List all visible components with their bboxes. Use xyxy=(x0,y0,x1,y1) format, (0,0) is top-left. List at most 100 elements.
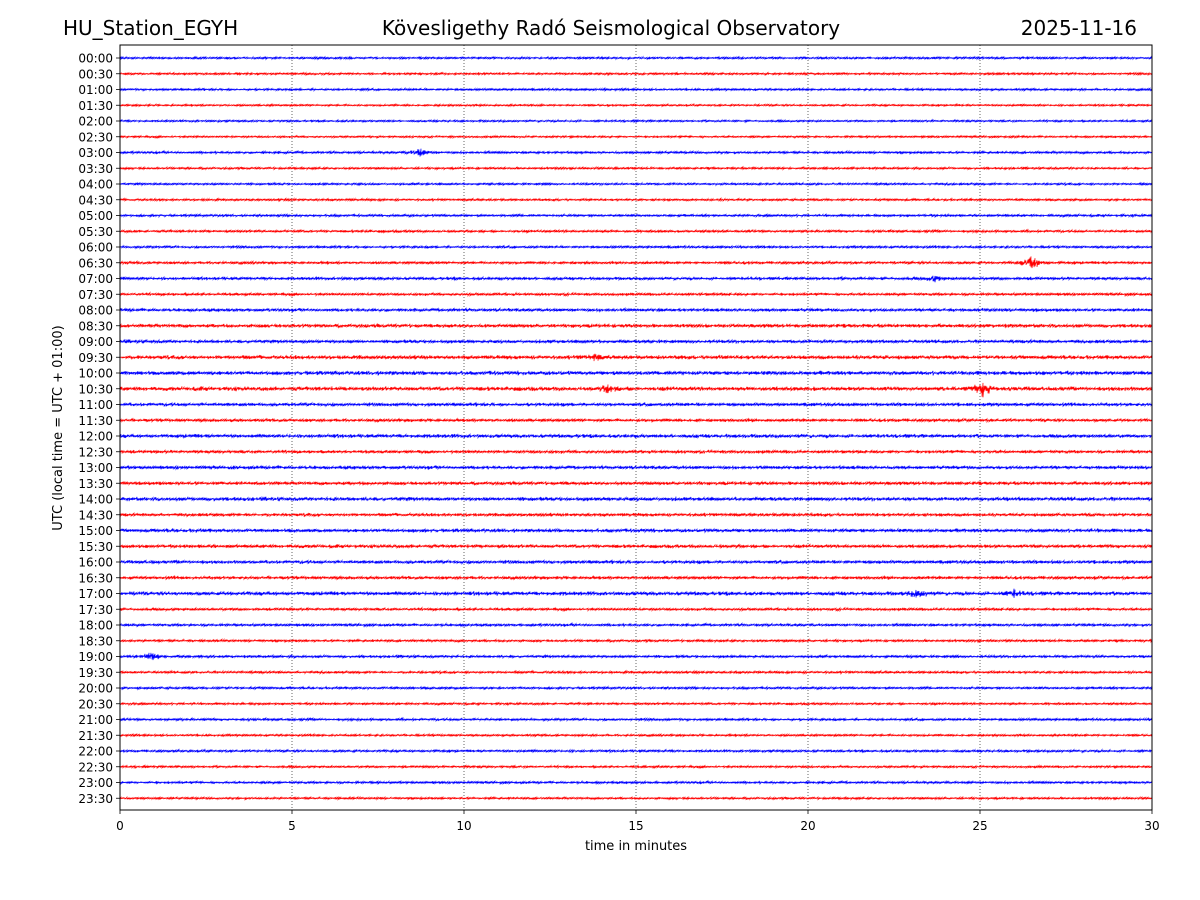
station-name: HU_Station_EGYH xyxy=(63,16,239,40)
y-tick-label: 19:00 xyxy=(78,650,113,664)
trace-2100 xyxy=(119,716,1153,723)
trace-0800 xyxy=(119,306,1153,313)
trace-2330 xyxy=(119,795,1153,801)
trace-0000 xyxy=(119,55,1153,61)
trace-0500 xyxy=(119,212,1153,219)
y-tick-label: 04:00 xyxy=(78,178,113,192)
trace-0130 xyxy=(119,102,1153,108)
x-tick-label: 25 xyxy=(972,819,987,833)
y-tick-label: 08:00 xyxy=(78,304,113,318)
y-tick-label: 01:30 xyxy=(78,99,113,113)
trace-0200 xyxy=(119,118,1153,124)
trace-2130 xyxy=(119,732,1153,738)
x-axis-ticks: 0 5 10 15 20 25 30 xyxy=(116,810,1160,833)
y-tick-label: 22:30 xyxy=(78,760,113,774)
y-tick-label: 14:30 xyxy=(78,508,113,522)
trace-1300 xyxy=(119,464,1153,471)
y-tick-label: 20:30 xyxy=(78,697,113,711)
trace-2230 xyxy=(119,764,1153,770)
y-tick-label: 16:30 xyxy=(78,571,113,585)
y-tick-label: 11:00 xyxy=(78,398,113,412)
trace-1900 xyxy=(119,652,1153,661)
trace-0530 xyxy=(119,228,1153,235)
y-tick-label: 15:00 xyxy=(78,524,113,538)
trace-0730 xyxy=(119,291,1153,298)
trace-1630 xyxy=(119,574,1153,581)
y-tick-label: 23:00 xyxy=(78,776,113,790)
y-tick-label: 23:30 xyxy=(78,792,113,806)
trace-1130 xyxy=(119,417,1153,424)
y-tick-label: 06:00 xyxy=(78,241,113,255)
y-tick-label: 18:30 xyxy=(78,634,113,648)
trace-1800 xyxy=(119,622,1153,628)
trace-0630 xyxy=(119,256,1153,269)
y-tick-label: 04:30 xyxy=(78,193,113,207)
trace-0400 xyxy=(119,181,1153,187)
y-tick-label: 05:30 xyxy=(78,225,113,239)
trace-1030 xyxy=(119,382,1153,398)
trace-1000 xyxy=(119,370,1153,376)
y-tick-label: 02:00 xyxy=(78,115,113,129)
y-tick-label: 01:00 xyxy=(78,83,113,97)
y-tick-label: 09:30 xyxy=(78,351,113,365)
y-tick-label: 03:30 xyxy=(78,162,113,176)
trace-1930 xyxy=(119,669,1153,675)
trace-1600 xyxy=(119,558,1153,565)
trace-1100 xyxy=(119,401,1153,408)
seismic-traces xyxy=(119,55,1153,801)
y-tick-label: 16:00 xyxy=(78,556,113,570)
x-axis-label: time in minutes xyxy=(585,839,687,854)
trace-1200 xyxy=(119,432,1153,440)
y-tick-label: 18:00 xyxy=(78,619,113,633)
y-tick-label: 17:30 xyxy=(78,603,113,617)
y-tick-label: 11:30 xyxy=(78,414,113,428)
trace-0930 xyxy=(119,353,1153,362)
y-tick-label: 13:00 xyxy=(78,461,113,475)
trace-0300 xyxy=(119,148,1153,157)
y-tick-label: 13:30 xyxy=(78,477,113,491)
trace-2200 xyxy=(119,748,1153,754)
y-tick-label: 12:00 xyxy=(78,430,113,444)
y-tick-label: 14:00 xyxy=(78,493,113,507)
trace-0230 xyxy=(119,134,1153,140)
y-tick-label: 21:00 xyxy=(78,713,113,727)
y-tick-label: 15:30 xyxy=(78,540,113,554)
y-tick-label: 17:00 xyxy=(78,587,113,601)
y-tick-label: 08:30 xyxy=(78,319,113,333)
trace-0830 xyxy=(119,322,1153,329)
chart-date: 2025-11-16 xyxy=(1020,16,1137,40)
y-tick-label: 09:00 xyxy=(78,335,113,349)
y-tick-label: 02:30 xyxy=(78,130,113,144)
x-tick-label: 15 xyxy=(628,819,643,833)
y-tick-label: 22:00 xyxy=(78,745,113,759)
y-tick-label: 00:30 xyxy=(78,67,113,81)
x-tick-label: 10 xyxy=(456,819,471,833)
trace-2300 xyxy=(119,779,1153,786)
trace-1330 xyxy=(119,480,1153,487)
y-tick-label: 03:00 xyxy=(78,146,113,160)
y-tick-label: 00:00 xyxy=(78,52,113,66)
x-tick-label: 20 xyxy=(800,819,815,833)
y-tick-label: 07:30 xyxy=(78,288,113,302)
y-tick-label: 10:30 xyxy=(78,382,113,396)
trace-0100 xyxy=(119,86,1153,93)
y-axis-label: UTC (local time = UTC + 01:00) xyxy=(51,325,66,530)
y-tick-label: 12:30 xyxy=(78,445,113,459)
y-tick-label: 19:30 xyxy=(78,666,113,680)
trace-1700 xyxy=(119,588,1153,598)
trace-2000 xyxy=(119,685,1153,691)
x-tick-label: 0 xyxy=(116,819,124,833)
grid-lines xyxy=(291,45,981,810)
y-tick-label: 20:00 xyxy=(78,682,113,696)
trace-0700 xyxy=(119,275,1153,283)
y-tick-label: 06:30 xyxy=(78,256,113,270)
trace-1530 xyxy=(119,543,1153,550)
y-tick-label: 10:00 xyxy=(78,367,113,381)
trace-1830 xyxy=(119,637,1153,644)
trace-0600 xyxy=(119,244,1153,250)
trace-1400 xyxy=(119,495,1153,503)
trace-0900 xyxy=(119,338,1153,345)
trace-1500 xyxy=(119,527,1153,534)
